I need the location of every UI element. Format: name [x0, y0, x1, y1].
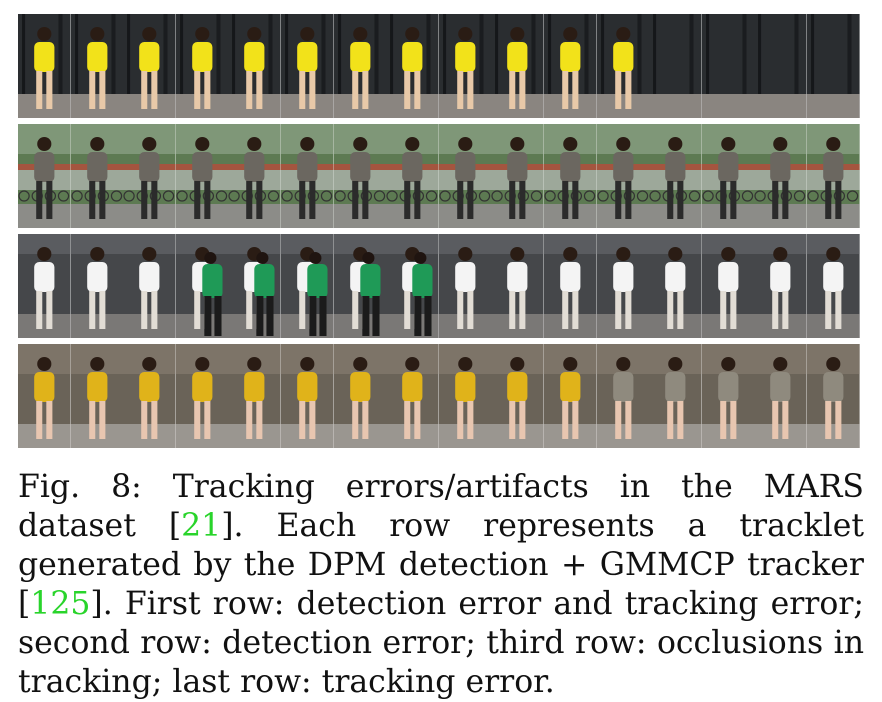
frame-thumbnail	[70, 344, 124, 448]
frame-thumbnail	[438, 14, 492, 118]
tracklet-row-2	[18, 124, 860, 228]
frame-thumbnail	[333, 344, 387, 448]
frame-thumbnail	[228, 124, 281, 228]
frame-thumbnail	[386, 344, 439, 448]
frame-thumbnail	[806, 124, 860, 228]
caption-label: Fig. 8:	[18, 469, 142, 505]
frame-thumbnail	[596, 124, 650, 228]
frame-thumbnail	[280, 124, 334, 228]
frame-thumbnail	[386, 234, 439, 338]
tracklet-row-3	[18, 234, 860, 338]
frame-thumbnail	[280, 234, 334, 338]
frame-thumbnail	[18, 14, 71, 118]
frame-thumbnail	[754, 234, 807, 338]
frame-thumbnail	[596, 14, 650, 118]
frame-thumbnail	[806, 344, 860, 448]
frame-thumbnail	[491, 14, 544, 118]
frame-thumbnail	[123, 344, 176, 448]
figure-caption: Fig. 8: Tracking errors/artifacts in the…	[18, 468, 864, 702]
frame-thumbnail	[806, 14, 860, 118]
frame-thumbnail	[701, 14, 755, 118]
citation-link-21[interactable]: 21	[181, 508, 222, 544]
frame-thumbnail	[701, 344, 755, 448]
frame-thumbnail	[18, 234, 71, 338]
frame-thumbnail	[543, 14, 597, 118]
tracklet-row-4	[18, 344, 860, 448]
frame-thumbnail	[438, 124, 492, 228]
frame-thumbnail	[438, 234, 492, 338]
frame-thumbnail	[491, 344, 544, 448]
frame-thumbnail	[491, 124, 544, 228]
frame-thumbnail	[754, 344, 807, 448]
frame-thumbnail	[543, 344, 597, 448]
frame-thumbnail	[596, 344, 650, 448]
frame-thumbnail	[543, 234, 597, 338]
caption-text-3: ]. First row: detection error and tracki…	[18, 586, 864, 700]
frame-thumbnail	[596, 234, 650, 338]
frame-thumbnail	[228, 14, 281, 118]
frame-thumbnail	[228, 234, 281, 338]
frame-thumbnail	[123, 14, 176, 118]
frame-thumbnail	[70, 14, 124, 118]
frame-thumbnail	[649, 14, 702, 118]
frame-thumbnail	[543, 124, 597, 228]
frame-thumbnail	[280, 14, 334, 118]
frame-thumbnail	[175, 124, 229, 228]
frame-thumbnail	[333, 14, 387, 118]
frame-thumbnail	[175, 234, 229, 338]
frame-thumbnail	[806, 234, 860, 338]
frame-thumbnail	[438, 344, 492, 448]
frame-thumbnail	[701, 234, 755, 338]
frame-thumbnail	[123, 124, 176, 228]
frame-thumbnail	[649, 124, 702, 228]
frame-thumbnail	[754, 14, 807, 118]
frame-thumbnail	[18, 344, 71, 448]
frame-thumbnail	[70, 124, 124, 228]
frame-thumbnail	[491, 234, 544, 338]
frame-thumbnail	[123, 234, 176, 338]
frame-thumbnail	[386, 14, 439, 118]
citation-link-125[interactable]: 125	[30, 586, 91, 622]
caption-text-1: Tracking errors/artifacts in the MARS da…	[18, 469, 865, 544]
frame-thumbnail	[18, 124, 71, 228]
frame-thumbnail	[386, 124, 439, 228]
figure-image	[18, 14, 860, 454]
frame-thumbnail	[754, 124, 807, 228]
frame-thumbnail	[333, 124, 387, 228]
frame-thumbnail	[701, 124, 755, 228]
frame-thumbnail	[228, 344, 281, 448]
frame-thumbnail	[175, 14, 229, 118]
frame-thumbnail	[649, 234, 702, 338]
frame-thumbnail	[280, 344, 334, 448]
frame-thumbnail	[70, 234, 124, 338]
caption-text-2: ]. Each row represents a tracklet genera…	[18, 508, 864, 622]
frame-thumbnail	[649, 344, 702, 448]
frame-thumbnail	[333, 234, 387, 338]
tracklet-row-1	[18, 14, 860, 118]
frame-thumbnail	[175, 344, 229, 448]
